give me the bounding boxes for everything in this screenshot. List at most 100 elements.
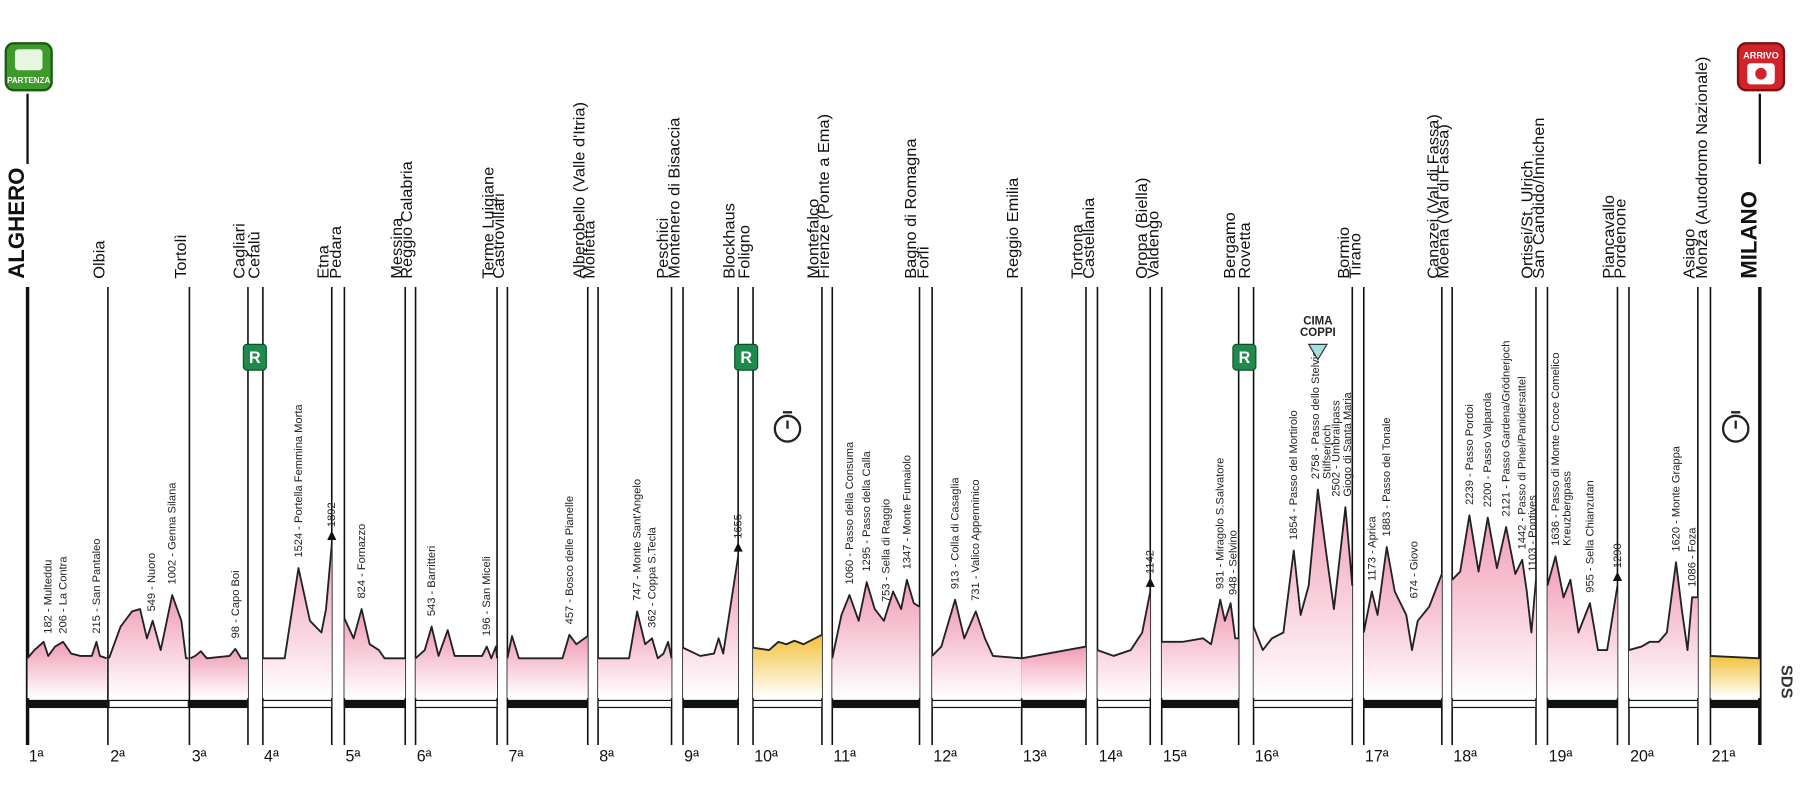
profile-line	[1451, 514, 1537, 634]
climb-label: 206 - La Contra	[58, 556, 70, 634]
summit-arrow	[733, 542, 743, 552]
stage-bar	[26, 699, 108, 709]
stage-profile	[1710, 655, 1760, 699]
stage-profile	[415, 626, 498, 699]
climb-label: 948 - Selvino	[1227, 530, 1239, 595]
climb-label: 913 - Colla di Casaglia	[950, 476, 962, 589]
stage-profile	[1547, 556, 1618, 699]
rest-label: R	[1239, 349, 1251, 367]
profile-line	[682, 556, 740, 657]
climb-label: 362 - Coppa S.Tecla	[647, 526, 659, 628]
climb-label: 1086 - Foza	[1687, 527, 1699, 587]
town-label: Piancavallo	[1600, 195, 1618, 279]
climb-label: 1142	[1145, 550, 1157, 574]
climb-label: 1290	[1612, 543, 1624, 568]
rest-day	[242, 343, 267, 371]
stage-bar	[752, 699, 823, 709]
town-label: Montenero di Bisaccia	[666, 117, 684, 279]
stage-bar	[1021, 699, 1087, 709]
town-label: Terme Luigiane	[480, 167, 498, 279]
stage-bar	[1363, 699, 1443, 709]
summit-arrow	[327, 530, 337, 540]
town-label: Pedara	[327, 225, 345, 279]
town-label: Bagno di Romagna	[902, 138, 920, 279]
climb-label: 1173 - Aprica	[1366, 515, 1378, 581]
town-label: Monza (Autodromo Nazionale)	[1693, 57, 1711, 279]
profile-line	[831, 578, 920, 659]
town-label: Peschici	[654, 218, 672, 279]
town-label: ALGHERO	[4, 168, 29, 279]
profile-line	[262, 544, 333, 660]
stage-number: 5ª	[346, 747, 362, 765]
stage-profile	[753, 634, 822, 699]
town-label: Castrovillari	[490, 193, 508, 279]
stage-bar	[343, 699, 406, 709]
profile-line	[931, 598, 1022, 660]
profile-line	[506, 633, 589, 660]
climb-label: 2758 - Passo dello Stelvio	[1310, 351, 1322, 479]
cima-coppi-label: COPPI	[1300, 327, 1336, 339]
climb-label: 549 - Nuoro	[146, 553, 158, 612]
profile-line	[1628, 561, 1698, 652]
stage-profile	[598, 611, 672, 699]
climb-label: 674 - Giovo	[1409, 541, 1421, 598]
stage-number: 4ª	[264, 747, 280, 765]
town-label: Foligno	[736, 225, 754, 279]
stopwatch	[773, 411, 1750, 443]
climb-label: 2200 - Passo Valparola	[1482, 392, 1494, 508]
stage-number: 21ª	[1712, 747, 1737, 765]
town-label: MILANO	[1737, 191, 1762, 279]
climb-label: 1060 - Passo della Consuma	[844, 441, 856, 585]
stage-profile	[1021, 646, 1086, 699]
rest-day	[734, 343, 759, 371]
town-label: Reggio Calabria	[398, 160, 416, 278]
climb-label: 731 - Valico Appenninico	[970, 479, 982, 600]
stage-profile	[832, 579, 920, 699]
stage-number: 3ª	[192, 747, 208, 765]
town-label: Alberobello (Valle d'Itria)	[570, 102, 588, 279]
stage-bar	[262, 699, 333, 709]
profile-line	[1546, 555, 1619, 652]
town-label: Valdengo	[1144, 211, 1162, 279]
climb-label: 1002 - Genna Silana	[167, 482, 179, 585]
town-label: Reggio Emilia	[1004, 177, 1022, 279]
climb-label: 2502 - Umbrailpass	[1331, 400, 1343, 497]
stage-number: 6ª	[417, 747, 433, 765]
summit-arrow	[1612, 571, 1623, 581]
climb-label: 1442 - Passo di Pinei/Panidersattel	[1517, 376, 1529, 549]
town-label: Tortolì	[172, 234, 190, 279]
stage-bar	[831, 699, 921, 709]
climb-label: 1892	[326, 502, 338, 527]
climb-label: 2239 - Passo Pordoi	[1464, 404, 1476, 505]
stage-number: 8ª	[599, 747, 615, 765]
rest-label: R	[740, 349, 752, 367]
profile-line	[26, 640, 108, 660]
stage-number: 12ª	[933, 747, 958, 765]
stage-bar	[1451, 699, 1537, 709]
stage-bar	[1709, 699, 1761, 709]
stage-bar	[1628, 699, 1699, 709]
profile-line	[1252, 488, 1354, 652]
climb-label: 1347 - Monte Fumaiolo	[901, 455, 913, 569]
town-label: Pordenone	[1612, 199, 1630, 279]
stage-number: 16ª	[1255, 747, 1280, 765]
logo: SDS	[1778, 665, 1796, 699]
stage-number: 10ª	[754, 747, 779, 765]
climb-label: 1636 - Passo di Monte Croce Comelico	[1550, 353, 1562, 546]
stage-number: 9ª	[684, 747, 700, 765]
town-label: Firenze (Ponte a Ema)	[815, 114, 833, 279]
stage-bar	[1096, 699, 1151, 709]
profile-line	[190, 647, 248, 660]
stage-number: 19ª	[1549, 747, 1574, 765]
town-label: Molfetta	[581, 220, 599, 279]
summit-arrow	[1145, 577, 1155, 587]
badge-label: ARRIVO	[1743, 50, 1779, 60]
climb-label: 747 - Monte Sant'Angelo	[632, 479, 644, 601]
climb-label: 98 - Capo Boi	[230, 570, 242, 638]
stage-number: 7ª	[509, 747, 525, 765]
profile-line	[108, 594, 189, 660]
climb-label: 457 - Bosco delle Pianelle	[564, 496, 576, 624]
climb-label: 931 - Miragolo S.Salvatore	[1215, 458, 1227, 590]
climb-label: 1883 - Passo del Tonale	[1381, 417, 1393, 536]
stage-bar	[506, 699, 589, 709]
